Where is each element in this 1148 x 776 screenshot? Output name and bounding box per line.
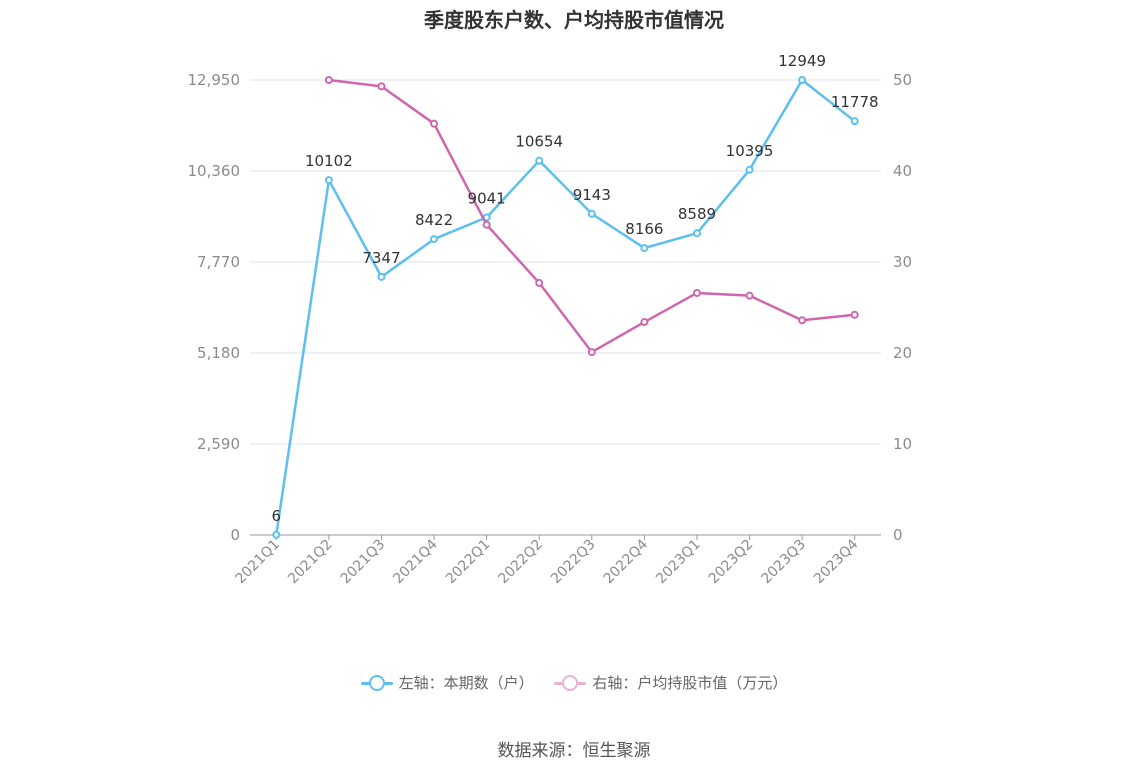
- left-series-point: [535, 156, 544, 165]
- data-label: 6: [272, 507, 282, 525]
- right-tick-label: 40: [893, 162, 912, 180]
- data-label: 11778: [831, 93, 879, 111]
- x-tick-label: 2022Q2: [495, 537, 546, 588]
- left-series-point: [692, 229, 701, 238]
- data-label: 9041: [468, 189, 506, 207]
- left-series-point: [377, 272, 386, 281]
- left-series-point: [324, 176, 333, 185]
- x-tick-label: 2022Q4: [601, 536, 652, 587]
- right-series-point: [692, 288, 701, 297]
- x-tick-label: 2023Q3: [758, 537, 809, 588]
- left-series-point: [640, 244, 649, 253]
- legend-left-label: 左轴：本期数（户）: [398, 674, 534, 692]
- x-tick-label: 2022Q1: [443, 537, 494, 588]
- gridlines: [250, 79, 881, 445]
- x-tick-label: 2021Q3: [338, 537, 389, 588]
- data-label: 12949: [778, 52, 826, 70]
- right-tick-label: 10: [893, 435, 912, 453]
- left-series-line: [275, 78, 856, 535]
- left-series-point: [430, 235, 439, 244]
- legend-item-left-series[interactable]: 左轴：本期数（户）: [360, 672, 534, 693]
- left-series-point: [587, 209, 596, 218]
- right-series-point: [324, 76, 333, 84]
- x-tick-label: 2022Q3: [548, 537, 599, 588]
- right-series-point: [587, 348, 596, 357]
- right-tick-label: 20: [893, 344, 912, 362]
- series: [272, 76, 859, 539]
- right-series-point: [640, 318, 649, 327]
- right-series-point: [745, 291, 754, 300]
- data-label: 10102: [305, 152, 353, 170]
- right-series-point: [798, 316, 807, 325]
- left-series-point: [272, 530, 281, 539]
- left-tick-label: 10,360: [188, 162, 241, 180]
- right-series-point: [377, 82, 386, 91]
- right-tick-label: 30: [893, 253, 912, 271]
- chart-title: 季度股东户数、户均持股市值情况: [424, 8, 724, 32]
- legend-right-label: 右轴：户均持股市值（万元）: [592, 674, 788, 692]
- data-source: 数据来源：恒生聚源: [497, 741, 651, 761]
- right-series-point: [535, 278, 544, 287]
- x-tick-label: 2023Q1: [653, 537, 704, 588]
- data-label: 10654: [515, 133, 563, 151]
- left-series-point: [798, 76, 807, 85]
- data-label: 8422: [415, 211, 453, 229]
- right-tick-label: 50: [893, 71, 912, 89]
- x-tick-label: 2021Q4: [390, 536, 441, 587]
- legend-item-right-series[interactable]: 右轴：户均持股市值（万元）: [554, 672, 787, 693]
- left-tick-label: 12,950: [188, 71, 241, 89]
- right-tick-label: 0: [893, 526, 903, 544]
- x-tick-label: 2023Q2: [706, 537, 757, 588]
- right-series-point: [850, 310, 859, 319]
- data-labels: 6 10102 7347 8422 9041 10654 9143 8166 8589 10395…: [272, 52, 879, 525]
- legend-left-marker-icon: [360, 674, 393, 692]
- left-tick-label: 2,590: [197, 435, 240, 453]
- data-label: 9143: [573, 186, 611, 204]
- left-tick-label: 0: [230, 526, 240, 544]
- data-label: 8589: [678, 205, 716, 223]
- data-label: 8166: [625, 220, 663, 238]
- left-tick-label: 7,770: [197, 253, 240, 271]
- x-tick-label: 2023Q4: [811, 536, 862, 587]
- x-tick-label: 2021Q1: [233, 537, 284, 588]
- x-tick-label: 2021Q2: [285, 537, 336, 588]
- legend-right-marker-icon: [554, 674, 587, 692]
- right-series-point: [430, 119, 439, 128]
- left-series-point: [850, 117, 859, 126]
- data-label: 7347: [362, 249, 400, 267]
- legend: 左轴：本期数（户） 右轴：户均持股市值（万元）: [0, 672, 1148, 696]
- data-label: 10395: [726, 142, 774, 160]
- right-series-point: [482, 220, 491, 229]
- left-tick-label: 5,180: [197, 344, 240, 362]
- left-series-point: [745, 165, 754, 174]
